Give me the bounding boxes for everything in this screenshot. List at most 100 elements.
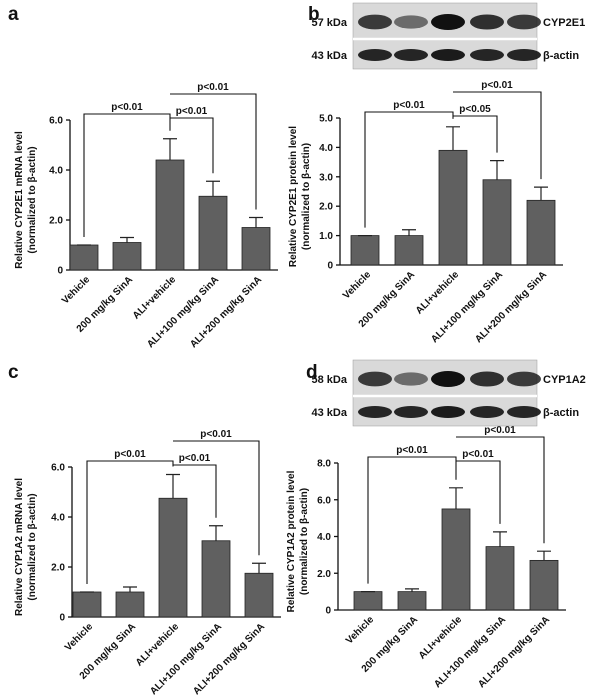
y-tick-label: 6.0	[51, 463, 65, 474]
significance-bracket	[453, 91, 542, 180]
error-bar	[446, 126, 460, 151]
x-tick-label: ALI+vehicle	[414, 269, 462, 317]
error-bar	[405, 588, 419, 592]
blot-band	[507, 14, 541, 30]
y-tick-label: 2.0	[317, 569, 331, 580]
blot-protein-label: CYP2E1	[543, 17, 585, 29]
significance-label: p<0.01	[114, 449, 146, 460]
y-tick-label: 5.0	[319, 114, 333, 125]
error-bar	[537, 550, 551, 561]
x-tick-label: ALI+vehicle	[134, 621, 182, 669]
bar	[394, 235, 424, 266]
blot-band	[431, 14, 465, 30]
bar	[438, 149, 468, 266]
y-tick-label: 1.0	[319, 231, 333, 242]
x-tick-label: ALI+100 mg/kg SinA	[432, 614, 508, 690]
x-tick-label: ALI+vehicle	[131, 274, 179, 322]
significance-label: p<0.01	[179, 453, 211, 464]
error-bar	[534, 186, 548, 201]
significance-bracket	[83, 113, 171, 237]
significance-bracket	[173, 464, 217, 518]
blot-band	[394, 372, 428, 386]
bar	[198, 195, 228, 271]
blot-band	[431, 371, 465, 387]
blot-protein-label: β-actin	[543, 50, 579, 62]
error-bar	[249, 216, 263, 228]
significance-bracket	[364, 111, 454, 228]
error-bar	[493, 531, 507, 547]
y-axis-label: (normalized to β-actin)	[27, 146, 38, 253]
significance-label: p<0.01	[393, 100, 425, 111]
y-axis-label: Relative CYP1A2 protein level	[286, 470, 297, 612]
x-tick-label: ALI+100 mg/kg SinA	[148, 621, 224, 697]
error-bar	[449, 487, 463, 509]
x-tick-label: ALI+200 mg/kg SinA	[191, 621, 267, 697]
x-tick-label: ALI+vehicle	[417, 614, 465, 662]
bar	[353, 591, 383, 611]
blot-band	[394, 15, 428, 29]
significance-bracket	[173, 440, 260, 556]
blot-band	[507, 406, 541, 418]
y-tick-label: 4.0	[51, 513, 65, 524]
blot-band	[358, 49, 392, 61]
significance-bracket	[170, 117, 214, 174]
bar	[72, 591, 102, 618]
x-tick-label: Vehicle	[63, 621, 95, 653]
blot-band	[507, 49, 541, 61]
bar	[155, 159, 185, 271]
blot-size-label: 57 kDa	[312, 17, 348, 29]
significance-label: p<0.01	[111, 102, 143, 113]
y-tick-label: 2.0	[319, 202, 333, 213]
x-tick-label: ALI+100 mg/kg SinA	[145, 274, 221, 350]
y-tick-label: 4.0	[317, 532, 331, 543]
y-tick-label: 2.0	[49, 216, 63, 227]
error-bar	[252, 562, 266, 574]
blot-protein-label: β-actin	[543, 407, 579, 419]
blot-size-label: 58 kDa	[312, 374, 348, 386]
blot-size-label: 43 kDa	[312, 407, 348, 419]
significance-label: p<0.01	[484, 425, 516, 436]
significance-bracket	[456, 460, 501, 524]
x-tick-label: ALI+100 mg/kg SinA	[429, 269, 505, 345]
y-axis-label: (normalized to β-actin)	[27, 493, 38, 600]
significance-bracket	[367, 456, 457, 584]
significance-label: p<0.01	[197, 82, 229, 93]
significance-label: p<0.01	[176, 106, 208, 117]
blot-band	[470, 14, 504, 30]
blot-band	[507, 371, 541, 387]
error-bar	[402, 229, 416, 236]
y-tick-label: 4.0	[319, 143, 333, 154]
y-tick-label: 3.0	[319, 172, 333, 183]
bar	[526, 199, 556, 266]
significance-label: p<0.01	[462, 449, 494, 460]
significance-bracket	[170, 93, 257, 210]
y-tick-label: 4.0	[49, 166, 63, 177]
significance-bracket	[86, 460, 174, 584]
error-bar	[163, 138, 177, 160]
blot-size-label: 43 kDa	[312, 50, 348, 62]
bar	[350, 235, 380, 266]
significance-label: p<0.01	[481, 80, 513, 91]
panel-label: a	[8, 4, 19, 25]
blot-band	[470, 49, 504, 61]
bar	[529, 559, 559, 611]
x-tick-label: ALI+200 mg/kg SinA	[476, 614, 552, 690]
y-tick-label: 6.0	[49, 116, 63, 127]
bar	[485, 546, 515, 611]
panel-label: c	[8, 362, 19, 383]
bar	[112, 242, 142, 271]
y-axis-label: Relative CYP1A2 mRNA level	[14, 478, 25, 616]
blot-band	[358, 406, 392, 418]
bar	[397, 591, 427, 611]
y-tick-label: 8.0	[317, 459, 331, 470]
blot-protein-label: CYP1A2	[543, 374, 586, 386]
bar	[115, 591, 145, 618]
y-axis-label: Relative CYP2E1 mRNA level	[14, 131, 25, 269]
y-axis-label: (normalized to β-actin)	[301, 143, 312, 250]
blot-band	[358, 14, 392, 30]
bar	[201, 540, 231, 618]
x-tick-label: Vehicle	[344, 614, 376, 646]
y-tick-label: 6.0	[317, 495, 331, 506]
y-tick-label: 0	[325, 606, 331, 617]
